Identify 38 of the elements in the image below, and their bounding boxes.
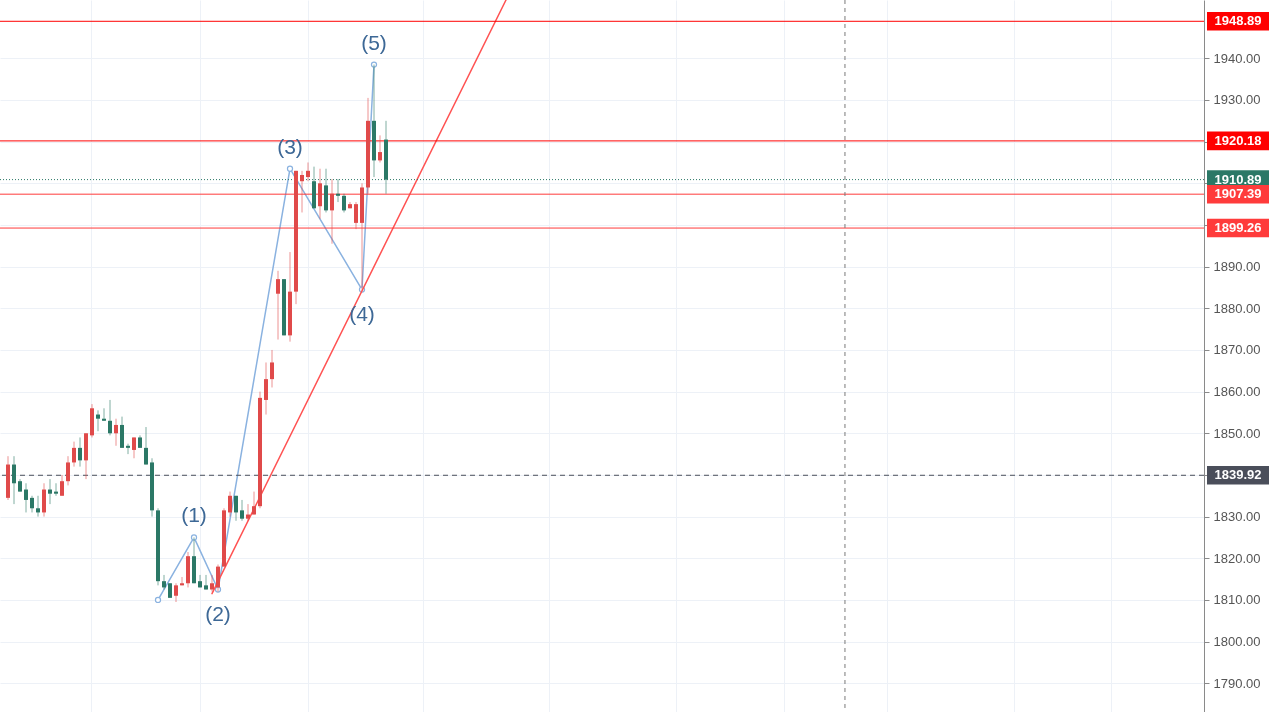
ref-line-label: 1907.39 [1214, 186, 1262, 202]
ref-line-label: 1899.26 [1214, 220, 1262, 236]
annotation: (5) [361, 30, 387, 54]
point [190, 534, 198, 541]
candlestick [246, 503, 250, 522]
candlestick [210, 574, 214, 593]
candlestick [102, 407, 106, 422]
candlestick [198, 574, 202, 588]
annotation: (1) [181, 503, 207, 527]
ref-line-label: 1910.89 [1214, 171, 1262, 187]
candlestick [126, 443, 130, 455]
ref-line-label: 1839.92 [1214, 467, 1262, 483]
point [286, 165, 294, 172]
candlestick [54, 482, 58, 497]
candlestick [180, 576, 184, 586]
candlestick [204, 574, 208, 591]
y-tick-label: 1810.00 [1213, 592, 1261, 608]
point [154, 596, 162, 604]
annotation: (3) [277, 134, 303, 158]
y-tick-label: 1800.00 [1213, 634, 1261, 650]
y-tick-label: 1790.00 [1213, 675, 1261, 691]
y-tick-label: 1820.00 [1213, 550, 1261, 566]
candlestick [216, 564, 220, 593]
y-tick-label: 1870.00 [1213, 342, 1261, 358]
annotation: (4) [349, 301, 375, 325]
y-tick-label: 1830.00 [1213, 509, 1261, 525]
point [370, 61, 378, 68]
annotation: (2) [205, 601, 231, 625]
y-tick-label: 1930.00 [1213, 92, 1261, 108]
y-tick-label: 1860.00 [1213, 384, 1261, 400]
y-tick-label: 1850.00 [1213, 425, 1261, 441]
ref-line-label: 1948.89 [1214, 13, 1262, 29]
ref-line-label: 1920.18 [1214, 132, 1262, 148]
y-tick-label: 1940.00 [1213, 50, 1261, 66]
y-tick-label: 1880.00 [1213, 300, 1261, 316]
point [214, 586, 222, 593]
y-tick-label: 1890.00 [1213, 259, 1261, 275]
candlestick [162, 574, 166, 591]
